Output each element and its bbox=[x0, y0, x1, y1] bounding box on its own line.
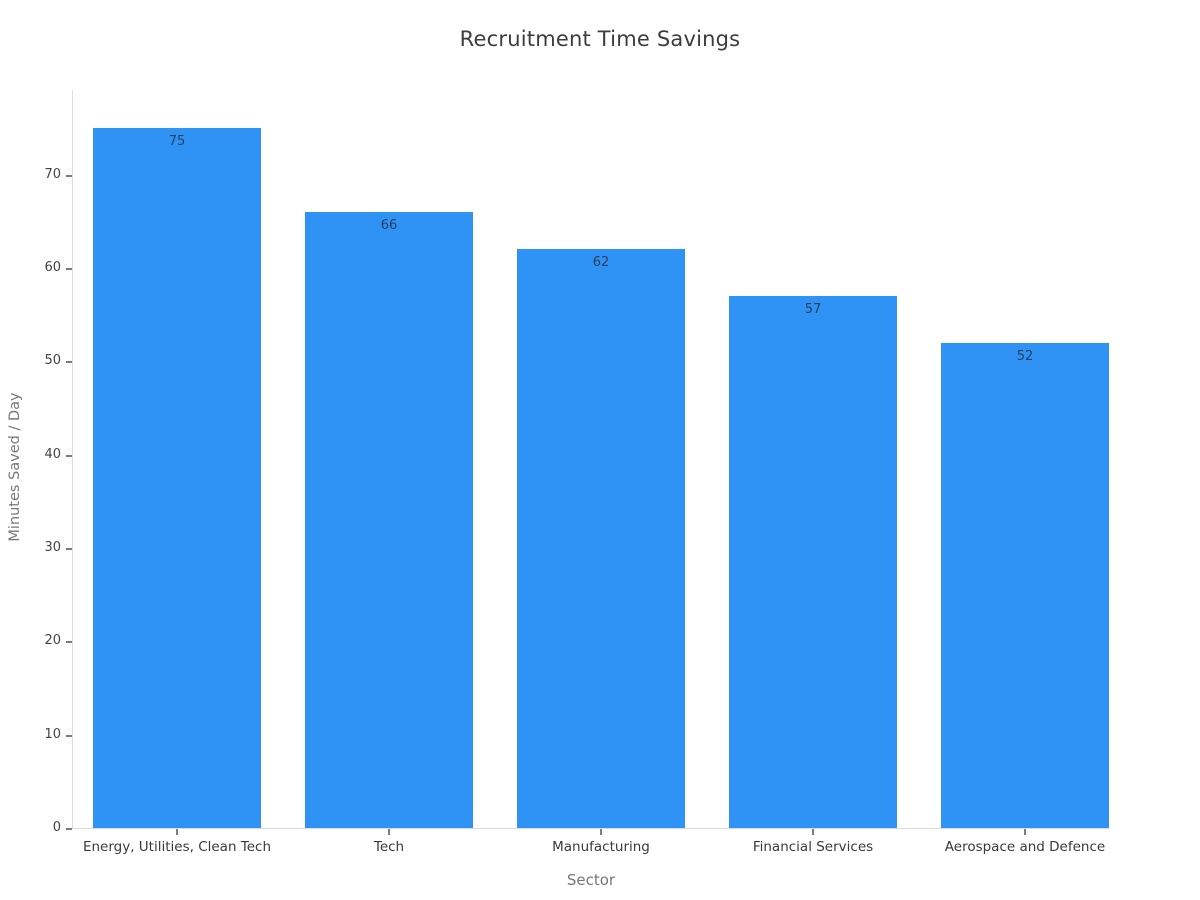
y-axis-tick-mark bbox=[66, 828, 72, 830]
x-axis-category-label: Aerospace and Defence bbox=[944, 839, 1106, 855]
y-axis-title: Minutes Saved / Day bbox=[7, 392, 23, 542]
y-axis-tick-label: 60 bbox=[44, 260, 61, 275]
bar: 57 bbox=[729, 296, 897, 828]
x-axis-category-label: Tech bbox=[373, 839, 405, 855]
y-axis-tick-label: 30 bbox=[44, 540, 61, 555]
x-axis-tick-mark bbox=[600, 829, 602, 835]
x-axis-category-label: Energy, Utilities, Clean Tech bbox=[82, 839, 272, 855]
y-axis-tick-mark bbox=[66, 268, 72, 270]
x-axis-category-label: Financial Services bbox=[752, 839, 874, 855]
y-axis-tick-mark bbox=[66, 734, 72, 737]
bar: 66 bbox=[305, 212, 473, 828]
x-axis-title: Sector bbox=[566, 871, 616, 889]
y-axis-tick-label: 70 bbox=[44, 166, 61, 182]
chart-title: Recruitment Time Savings bbox=[459, 27, 741, 51]
y-axis-tick-mark bbox=[66, 174, 72, 177]
x-axis-tick-mark bbox=[176, 829, 178, 835]
bar: 62 bbox=[517, 249, 685, 828]
y-axis-tick-label: 10 bbox=[44, 726, 61, 742]
y-axis-tick-label: 20 bbox=[44, 633, 61, 649]
plot-area: 0 10 20 30 40 50 60 70 75 Energy, Utilities, Clea… bbox=[44, 90, 1110, 855]
bar: 75 bbox=[93, 128, 261, 828]
x-axis-tick-mark bbox=[388, 829, 390, 835]
y-axis-tick-label: 40 bbox=[44, 446, 61, 462]
bar-value-label: 57 bbox=[804, 302, 822, 317]
bar-value-label: 62 bbox=[592, 255, 610, 270]
bar-value-label: 66 bbox=[380, 218, 398, 233]
x-axis-tick-mark bbox=[812, 829, 814, 835]
y-axis-tick-label: 0 bbox=[52, 820, 61, 835]
y-axis-tick-mark bbox=[66, 454, 72, 457]
x-axis-category-label: Manufacturing bbox=[552, 839, 650, 855]
y-axis-tick-mark bbox=[66, 548, 72, 550]
bar-value-label: 75 bbox=[168, 134, 186, 149]
y-axis-tick-mark bbox=[66, 641, 72, 644]
y-axis-tick-label: 50 bbox=[44, 353, 61, 369]
x-axis-tick-mark bbox=[1024, 829, 1026, 835]
y-axis-tick-mark bbox=[66, 361, 72, 364]
bar-value-label: 52 bbox=[1016, 349, 1034, 364]
bar: 52 bbox=[941, 343, 1109, 828]
